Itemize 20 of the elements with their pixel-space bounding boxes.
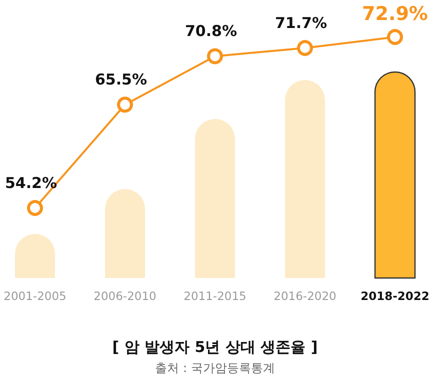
data-label: 65.5%: [94, 70, 148, 89]
x-tick-label: 2016-2020: [274, 289, 336, 303]
point: [117, 96, 133, 113]
x-tick-label: 2018-2022: [360, 289, 430, 303]
source-note: 출처 : 국가암등록통계: [155, 361, 275, 375]
data-label: 72.9%: [362, 3, 428, 25]
bar: [195, 119, 235, 278]
bar: [285, 80, 325, 278]
x-tick-label: 2001-2005: [4, 289, 66, 303]
x-tick-label: 2011-2015: [184, 289, 246, 303]
point: [27, 200, 43, 216]
data-label: 54.2%: [4, 174, 58, 192]
bar: [105, 189, 145, 278]
data-label: 70.8%: [184, 22, 238, 40]
point: [297, 40, 313, 56]
point: [207, 48, 223, 64]
text: [ 암 발생자 5년 상대 생존율 ]: [112, 338, 318, 356]
point: [387, 29, 403, 45]
x-tick-label: 2006-2010: [94, 289, 156, 303]
data-label: 71.7%: [274, 14, 328, 32]
